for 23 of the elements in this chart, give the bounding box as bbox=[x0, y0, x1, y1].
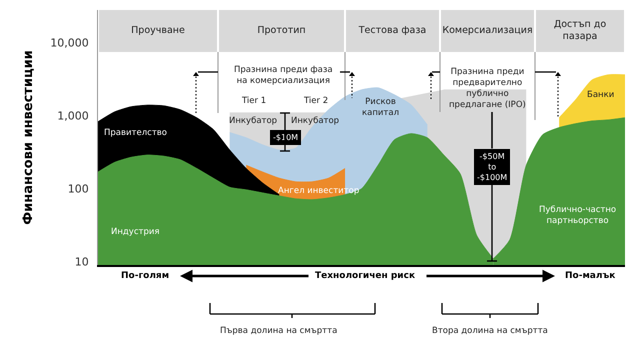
series-label: Банки bbox=[587, 90, 614, 100]
text: Технологичен риск bbox=[315, 271, 416, 281]
annotation: -$10M bbox=[273, 133, 298, 142]
y-tick-label: 10 bbox=[74, 256, 89, 269]
text: По-голям bbox=[121, 271, 170, 281]
series-label: Правителство bbox=[104, 128, 167, 138]
text: По-малък bbox=[565, 271, 616, 281]
annotation: Инкубатор bbox=[229, 116, 278, 126]
text: Втора долина на смъртта bbox=[432, 326, 548, 336]
annotation: Инкубатор bbox=[291, 116, 340, 126]
y-tick-label: 100 bbox=[68, 182, 89, 196]
annotation: Tier 1 bbox=[241, 96, 266, 106]
series-label: Рисков капитал bbox=[362, 97, 400, 118]
series-label: Индустрия bbox=[111, 227, 160, 237]
annotation: Празнина преди предварително публично предлагане (IPO) bbox=[449, 67, 526, 110]
annotation: -$50M to -$100M bbox=[477, 152, 508, 182]
y-axis-title: Финансови инвестиции bbox=[21, 50, 36, 225]
y-tick-label: 10,000 bbox=[50, 36, 89, 50]
annotation: Празнина преди фаза на комерсиализация bbox=[234, 65, 333, 86]
series-label: Публично-частно партньорство bbox=[539, 205, 616, 226]
text: Първа долина на смъртта bbox=[220, 326, 338, 336]
y-tick-label: 1,000 bbox=[57, 110, 89, 122]
annotation: Tier 2 bbox=[303, 96, 328, 106]
